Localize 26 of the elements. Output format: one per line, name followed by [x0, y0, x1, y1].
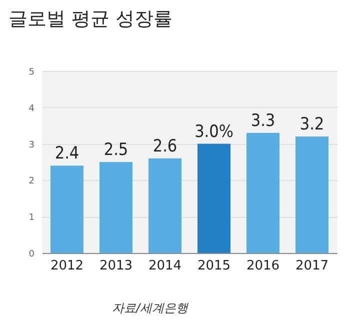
- data-label: 2.5: [104, 140, 128, 160]
- bar: [246, 132, 280, 253]
- x-tick-label: 2013: [99, 258, 133, 274]
- bar: [50, 166, 84, 253]
- data-label: 3.3: [250, 110, 276, 131]
- data-label: 2.4: [54, 144, 80, 164]
- data-label: 3.0%: [194, 122, 234, 142]
- x-tick-label: 2015: [197, 258, 231, 274]
- chart-title: 글로벌 평균 성장률: [8, 8, 172, 30]
- text: 자료/세계은행: [112, 300, 188, 317]
- x-tick-label: 2012: [50, 258, 84, 274]
- y-tick-label: 1: [28, 213, 34, 224]
- data-label: 3.2: [300, 114, 324, 135]
- y-tick-label: 5: [28, 68, 34, 78]
- x-tick-label: 2017: [295, 258, 329, 274]
- x-tick-label: 2016: [246, 258, 280, 274]
- y-tick-label: 0: [28, 250, 35, 260]
- bar: [198, 144, 230, 253]
- x-tick-label: 2014: [148, 258, 182, 274]
- y-tick-label: 3: [28, 140, 34, 150]
- bar: [296, 136, 329, 253]
- data-label: 2.6: [152, 136, 178, 156]
- y-tick-label: 2: [28, 176, 34, 187]
- bar: [148, 158, 182, 253]
- y-tick-label: 4: [28, 104, 35, 114]
- bar: [99, 162, 132, 253]
